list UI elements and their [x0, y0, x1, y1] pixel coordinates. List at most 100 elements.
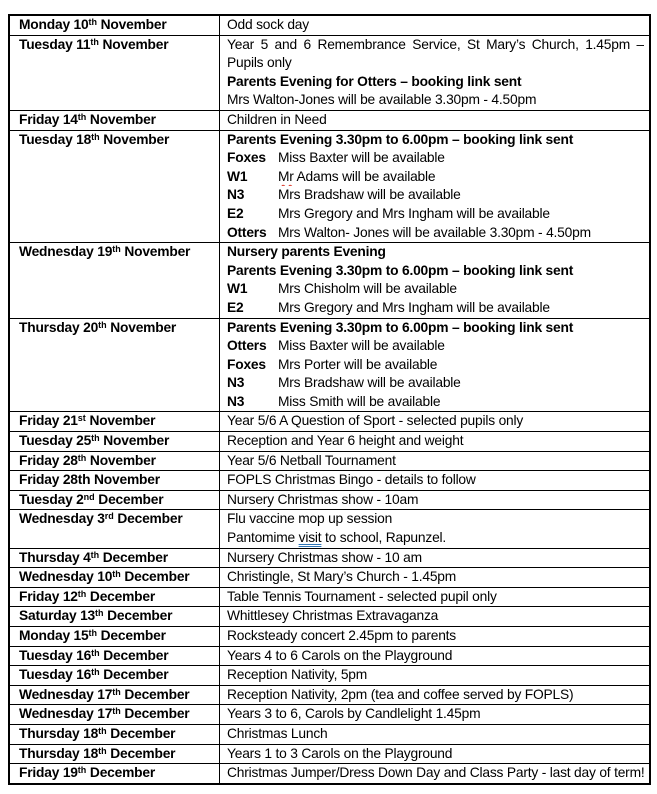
- event-line-text: Mrs Chisholm will be available: [278, 281, 457, 297]
- event-date-month: November: [120, 244, 191, 260]
- document-page: Monday 10th November Odd sock day Tuesda…: [8, 14, 651, 785]
- event-date-cell: Saturday 13th December: [8, 606, 220, 627]
- event-line: Table Tennis Tournament - selected pupil…: [227, 588, 497, 604]
- ordinal-suffix: th: [91, 131, 100, 142]
- event-date-month: December: [97, 628, 166, 643]
- event-row: Thursday 18th December Christmas Lunch: [8, 723, 651, 745]
- event-line: N3 Mrs Bradshaw will be available: [227, 374, 644, 393]
- event-date: Friday 28: [19, 452, 78, 468]
- event-line: Pantomime visit to school, Rapunzel.: [227, 529, 644, 547]
- event-line: Years 1 to 3 Carols on the Playground: [227, 745, 453, 761]
- event-date-cell: Tuesday 18th November: [8, 129, 220, 244]
- event-row: Tuesday 16th December Reception Nativity…: [8, 665, 651, 686]
- event-details-cell: Parents Evening 3.30pm to 6.00pm – booki…: [219, 317, 651, 413]
- event-date-month: November: [98, 36, 169, 52]
- event-date-cell: Tuesday 2nd December: [8, 489, 220, 511]
- ordinal-suffix: rd: [104, 511, 114, 522]
- event-details-cell: FOPLS Christmas Bingo - details to follo…: [219, 470, 651, 491]
- event-date: Tuesday 2: [19, 491, 84, 507]
- event-row: Wednesday 17th December Years 3 to 6, Ca…: [8, 704, 651, 725]
- event-line: Year 5/6 Netball Tournament: [227, 452, 396, 468]
- event-line: E2 Mrs Gregory and Mrs Ingham will be ava…: [227, 205, 644, 224]
- event-date: Monday 15: [19, 628, 89, 643]
- event-line-text: Mrs Gregory and Mrs Ingham will be avail…: [278, 205, 550, 221]
- event-date-cell: Wednesday 17th December: [8, 704, 220, 725]
- event-row: Monday 15th December Rocksteady concert …: [8, 626, 651, 647]
- event-row: Friday 28th November FOPLS Christmas Bin…: [8, 470, 651, 491]
- event-line: Foxes Mrs Porter will be available: [227, 356, 644, 375]
- event-line: Year 5 and 6 Remembrance Service, St Mar…: [227, 36, 644, 52]
- event-line-text: to school, Rapunzel.: [321, 530, 447, 546]
- event-date-month: December: [120, 706, 190, 722]
- event-line: Otters Mrs Walton- Jones will be availabl…: [227, 224, 644, 242]
- spellcheck-word: Mr: [278, 168, 294, 184]
- event-line: W1 Mr Adams will be available: [227, 168, 644, 187]
- event-line: FOPLS Christmas Bingo - details to follo…: [227, 472, 476, 488]
- event-date-month: December: [103, 608, 173, 624]
- event-date-cell: Monday 15th December: [8, 626, 220, 647]
- event-row: Friday 12th December Table Tennis Tourna…: [8, 586, 651, 608]
- event-date-cell: Wednesday 10th December: [8, 567, 220, 588]
- event-line-text: Mrs Bradshaw will be available: [278, 375, 461, 391]
- event-details-cell: Years 1 to 3 Carols on the Playground: [219, 743, 651, 765]
- event-date: Tuesday 16: [19, 667, 92, 683]
- event-date: Friday 28th November: [19, 472, 160, 488]
- ordinal-suffix: th: [77, 588, 87, 599]
- event-row: Friday 14th November Children in Need: [8, 109, 651, 131]
- event-date-cell: Wednesday 17th December: [8, 684, 220, 706]
- event-row: Friday 28th November Year 5/6 Netball To…: [8, 450, 651, 472]
- event-date-cell: Friday 21st November: [8, 411, 220, 433]
- event-details-cell: Table Tennis Tournament - selected pupil…: [219, 586, 651, 608]
- event-date-cell: Friday 14th November: [8, 109, 220, 131]
- event-details-cell: Years 4 to 6 Carols on the Playground: [219, 645, 651, 667]
- event-date-month: November: [86, 452, 156, 468]
- ordinal-suffix: th: [112, 706, 121, 717]
- event-date: Wednesday 17: [19, 686, 113, 702]
- group-label: Otters: [227, 338, 267, 354]
- group-label: W1: [227, 281, 248, 297]
- event-date-month: December: [99, 667, 169, 683]
- group-label: E2: [227, 299, 244, 315]
- ordinal-suffix: th: [90, 36, 99, 47]
- event-row: Saturday 13th December Whittlesey Christ…: [8, 606, 651, 627]
- event-row: Wednesday 19th November Nursery parents …: [8, 242, 651, 319]
- event-date-cell: Tuesday 16th December: [8, 645, 220, 667]
- event-date-month: November: [99, 131, 170, 147]
- event-row: Wednesday 3rd December Flu vaccine mop u…: [8, 509, 651, 549]
- event-date: Saturday 13: [19, 608, 96, 624]
- event-row: Wednesday 10th December Christingle, St …: [8, 567, 651, 588]
- event-details-cell: Nursery Christmas show - 10 am: [219, 547, 651, 569]
- event-date-cell: Thursday 18th December: [8, 743, 220, 765]
- event-details-cell: Christmas Jumper/Dress Down Day and Clas…: [219, 763, 651, 785]
- event-date: Wednesday 17: [19, 706, 113, 722]
- event-line: Children in Need: [227, 111, 327, 127]
- event-line-text: Adams will be available: [293, 168, 436, 184]
- ordinal-suffix: th: [90, 549, 100, 560]
- event-date-cell: Wednesday 19th November: [8, 242, 220, 319]
- event-line: Parents Evening 3.30pm to 6.00pm – booki…: [227, 262, 574, 278]
- event-details-cell: Nursery Christmas show - 10am: [219, 489, 651, 511]
- ordinal-suffix: th: [91, 647, 100, 658]
- event-date-month: November: [86, 111, 156, 127]
- event-details-cell: Children in Need: [219, 109, 651, 131]
- event-line: Otters Miss Baxter will be available: [227, 337, 644, 356]
- event-line-text: Miss Smith will be available: [278, 393, 441, 409]
- event-details-cell: Flu vaccine mop up session Pantomime vis…: [219, 509, 651, 549]
- ordinal-suffix: th: [77, 765, 87, 776]
- event-date: Wednesday 19: [19, 244, 113, 260]
- event-date-month: December: [94, 491, 164, 507]
- event-date: Tuesday 18: [19, 131, 92, 147]
- event-date: Tuesday 25: [19, 433, 92, 449]
- event-line-text: Mrs Gregory and Mrs Ingham will be avail…: [278, 299, 550, 315]
- event-details-cell: Odd sock day: [219, 14, 651, 36]
- event-details-cell: Years 3 to 6, Carols by Candlelight 1.45…: [219, 704, 651, 725]
- event-line: Years 4 to 6 Carols on the Playground: [227, 647, 453, 663]
- group-label: W1: [227, 168, 248, 184]
- event-details-cell: Nursery parents Evening Parents Evening …: [219, 242, 651, 319]
- event-details-cell: Christingle, St Mary’s Church - 1.45pm: [219, 567, 651, 588]
- ordinal-suffix: th: [98, 319, 107, 330]
- ordinal-suffix: th: [91, 667, 100, 678]
- event-date: Tuesday 11: [19, 36, 91, 52]
- event-date-cell: Friday 28th November: [8, 450, 220, 472]
- event-line: N3 Mrs Bradshaw will be available: [227, 186, 644, 205]
